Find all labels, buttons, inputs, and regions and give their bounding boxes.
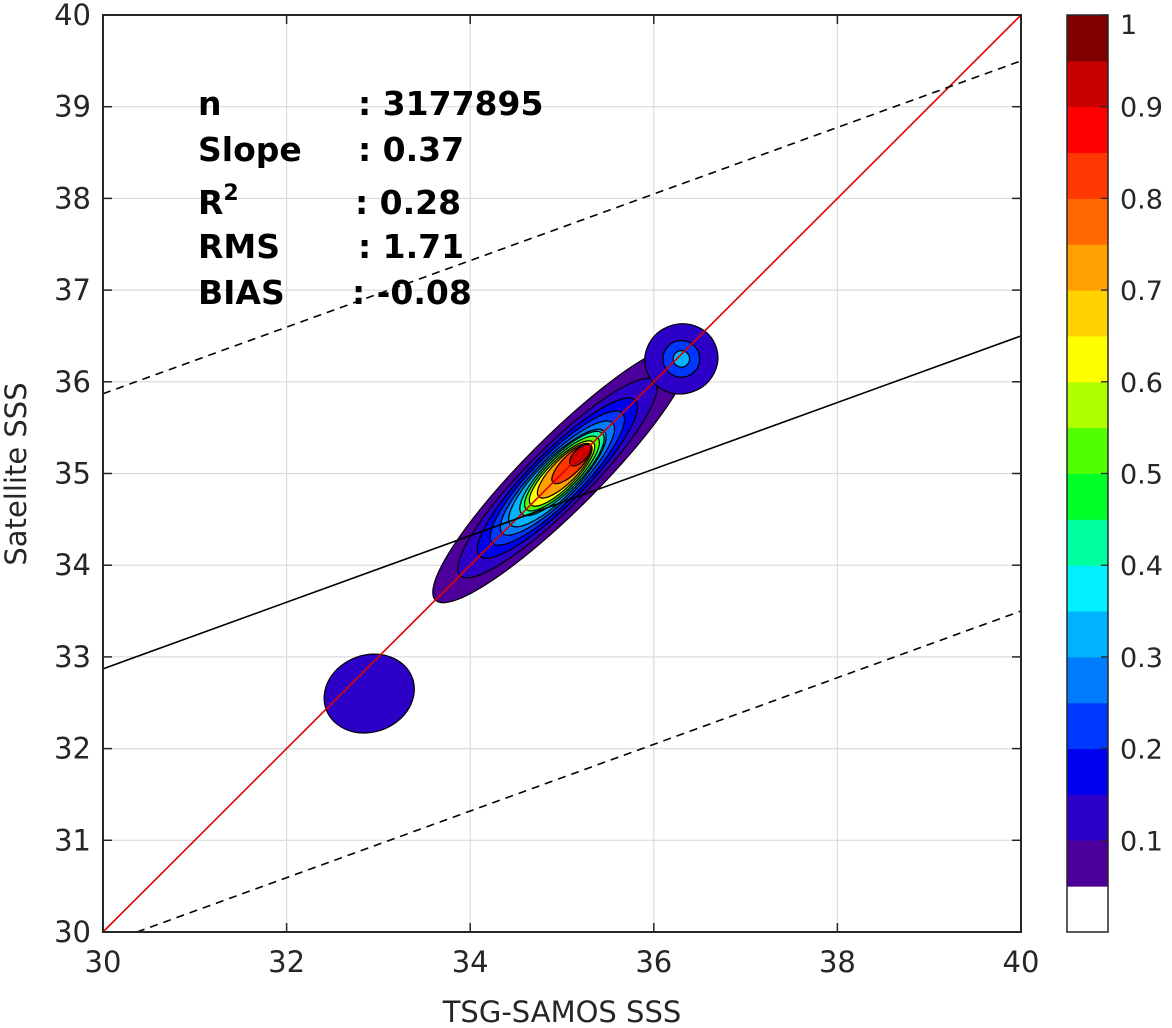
colorbar-tick-label: 0.9 bbox=[1120, 93, 1163, 124]
x-tick-label: 36 bbox=[635, 945, 672, 979]
colorbar-segment-19 bbox=[1067, 15, 1108, 62]
reference-lines bbox=[102, 14, 1022, 933]
line-identity bbox=[102, 14, 1022, 933]
stat-value: : 0.28 bbox=[355, 183, 461, 222]
colorbar-tick-label: 0.5 bbox=[1120, 460, 1163, 491]
y-tick-label: 31 bbox=[54, 823, 91, 857]
colorbar-tick-label: 0.4 bbox=[1120, 551, 1163, 582]
colorbar-segment-0 bbox=[1067, 886, 1108, 933]
colorbar-segment-12 bbox=[1067, 335, 1108, 383]
line-upper-bound bbox=[102, 60, 1022, 395]
y-tick-label: 37 bbox=[54, 273, 91, 307]
line-fit bbox=[102, 335, 1022, 670]
stat-label: Slope bbox=[198, 130, 302, 169]
colorbar-segment-8 bbox=[1067, 519, 1108, 566]
stat-value: : -0.08 bbox=[352, 273, 472, 312]
colorbar-segment-14 bbox=[1067, 244, 1108, 291]
y-tick-label: 35 bbox=[54, 457, 91, 491]
colorbar-segment-10 bbox=[1067, 427, 1108, 474]
colorbar-segment-6 bbox=[1067, 611, 1108, 658]
stat-value: : 1.71 bbox=[358, 227, 464, 266]
x-tick-label: 34 bbox=[452, 945, 489, 979]
stat-value: : 0.37 bbox=[358, 130, 464, 169]
y-tick-label: 40 bbox=[54, 0, 91, 32]
colorbar-segment-2 bbox=[1067, 794, 1108, 841]
colorbar-segment-4 bbox=[1067, 702, 1108, 750]
colorbar-segment-13 bbox=[1067, 290, 1108, 337]
axis-ticks: 30 32 34 36 38 40 30 31 32 33 34 35 36 37 38 39 40 bbox=[54, 0, 1039, 979]
colorbar-tick-label: 1 bbox=[1120, 10, 1137, 41]
y-axis-label: Satellite SSS bbox=[0, 382, 33, 565]
x-tick-label: 32 bbox=[268, 945, 305, 979]
colorbar-segment-5 bbox=[1067, 656, 1108, 704]
x-axis-label: TSG-SAMOS SSS bbox=[442, 995, 682, 1028]
colorbar-segment-9 bbox=[1067, 473, 1108, 520]
colorbar-tick-label: 0.6 bbox=[1120, 368, 1163, 399]
line-lower-bound bbox=[136, 610, 1022, 933]
y-tick-label: 32 bbox=[54, 732, 91, 766]
y-tick-label: 33 bbox=[54, 640, 91, 674]
cluster-0-peak bbox=[672, 350, 691, 368]
y-tick-label: 38 bbox=[54, 181, 91, 215]
x-tick-label: 40 bbox=[1003, 945, 1040, 979]
colorbar-tick-label: 0.1 bbox=[1120, 826, 1163, 857]
colorbar-segment-3 bbox=[1067, 748, 1108, 795]
y-tick-label: 30 bbox=[54, 915, 91, 949]
x-tick-label: 38 bbox=[819, 945, 856, 979]
colorbar-tick-label: 0.7 bbox=[1120, 276, 1163, 307]
colorbar-segment-15 bbox=[1067, 198, 1108, 245]
colorbar: 0.1 0.2 0.3 0.4 0.5 0.6 0.7 0.8 0.9 1 bbox=[1066, 10, 1163, 933]
colorbar-tick-label: 0.8 bbox=[1120, 184, 1163, 215]
colorbar-tick-label: 0.2 bbox=[1120, 735, 1163, 766]
stat-label: n bbox=[198, 84, 222, 123]
colorbar-segment-7 bbox=[1067, 565, 1108, 612]
colorbar-tick-label: 0.3 bbox=[1120, 643, 1163, 674]
colorbar-segment-17 bbox=[1067, 106, 1108, 154]
colorbar-segment-1 bbox=[1067, 840, 1108, 887]
colorbar-segment-16 bbox=[1067, 152, 1108, 199]
stat-label-superscript: 2 bbox=[223, 181, 238, 206]
y-tick-label: 36 bbox=[54, 365, 91, 399]
stat-label: BIAS bbox=[198, 273, 285, 312]
colorbar-segment-11 bbox=[1067, 381, 1108, 429]
stat-label: RMS bbox=[198, 227, 280, 266]
colorbar-segment-18 bbox=[1067, 60, 1108, 108]
y-tick-label: 34 bbox=[54, 548, 91, 582]
stat-value: : 3177895 bbox=[358, 84, 543, 123]
y-tick-label: 39 bbox=[54, 90, 91, 124]
x-tick-label: 30 bbox=[85, 945, 122, 979]
